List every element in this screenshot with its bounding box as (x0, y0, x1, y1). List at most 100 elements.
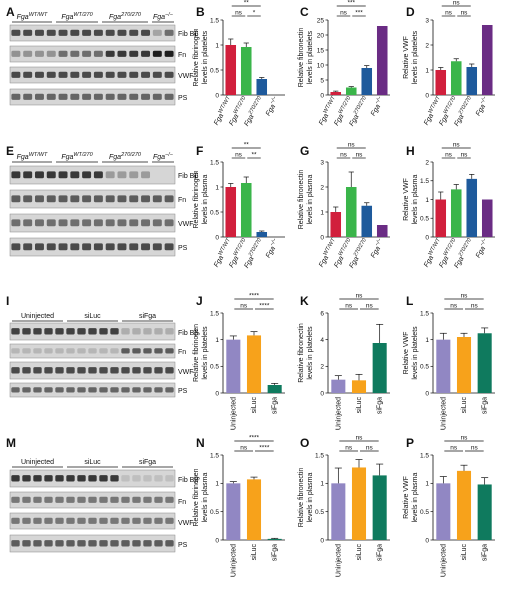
blot-band (129, 171, 139, 179)
blot-band (132, 387, 141, 393)
blot-band (82, 171, 92, 179)
bar (456, 337, 472, 393)
blot-strip (9, 213, 176, 233)
genotype-header-e: FgaWT/WT FgaWT/270 Fga270/270 Fga−/− (12, 152, 174, 163)
chart-k: 0 2 4 6 Relative fibronectin levels in platel… (298, 293, 390, 430)
y-tick-label: 25 (317, 17, 325, 24)
y-axis-label: levels in plasma (412, 174, 419, 224)
blot-m-fn (9, 491, 176, 509)
y-tick-label: 0.5 (315, 509, 324, 516)
blot-band (165, 475, 174, 482)
group-header-i: Uninjected siLuc siFga (12, 313, 173, 322)
blot-i-fib (9, 322, 176, 341)
blot-band (33, 517, 42, 524)
y-tick-label: 3 (425, 17, 429, 24)
y-tick-label: 0 (425, 234, 429, 241)
y-tick-label: 1 (215, 42, 219, 49)
bar (246, 479, 262, 540)
blot-band (44, 387, 53, 393)
blot-band (132, 348, 141, 354)
blot-band (82, 71, 92, 78)
blot-band (121, 328, 130, 335)
blot-strip (9, 66, 176, 84)
blot-band (44, 348, 53, 354)
blot-band (165, 348, 174, 354)
bar (256, 232, 268, 237)
y-axis-label: Relative fibronectin (298, 468, 305, 528)
blot-band (11, 93, 21, 100)
blot-band (121, 496, 130, 503)
chart-c: 0 5 10 15 20 25 Relative fibronectin levels in … (298, 0, 390, 128)
bar (246, 335, 262, 393)
blot-band (110, 348, 119, 354)
blot-band (55, 348, 64, 354)
blot-band (44, 517, 53, 524)
x-tick-label: Fga−/− (263, 95, 281, 118)
bar (481, 25, 493, 95)
chart-l: 0 0.5 1 1.5 Relative VWF levels in platelets U… (403, 293, 495, 430)
blot-label-fn: Fn (178, 499, 186, 506)
blot-band (99, 348, 108, 354)
sig-label: ns (340, 10, 348, 17)
bar (351, 467, 367, 540)
blot-band (88, 496, 97, 503)
blot-band (46, 93, 56, 100)
blot-band (129, 219, 139, 227)
y-tick-label: 1 (425, 337, 429, 344)
y-tick-label: 1.5 (210, 159, 219, 166)
chart-p: 0 0.5 1 1.5 Relative VWF levels in plasma Unin… (403, 435, 495, 577)
bar (330, 212, 342, 237)
blot-i-ps (9, 382, 176, 398)
blot-band (33, 348, 42, 354)
sig-label: * (253, 10, 256, 17)
blot-band (129, 50, 139, 57)
blot-band (165, 328, 174, 335)
y-tick-label: 1.5 (210, 452, 219, 459)
bar (226, 339, 241, 393)
blot-band (143, 496, 152, 503)
blot-band (11, 387, 20, 393)
blot-band (11, 243, 21, 251)
blot-band (129, 195, 139, 203)
sig-label: ns (235, 152, 243, 159)
blot-band (121, 540, 130, 547)
sig-label: **** (249, 293, 260, 300)
blot-band (154, 496, 163, 503)
y-tick-label: 2 (320, 364, 324, 371)
x-tick-label: Uninjected (440, 544, 447, 577)
blot-band (70, 243, 80, 251)
blot-band (33, 540, 42, 547)
genotype-header-a: FgaWT/WT FgaWT/270 Fga270/270 Fga−/− (12, 12, 174, 23)
blot-band (110, 540, 119, 547)
blot-band (99, 517, 108, 524)
bar (225, 187, 237, 237)
blot-band (105, 243, 115, 251)
y-tick-label: 0.5 (420, 216, 429, 223)
sig-label: ** (244, 142, 250, 149)
y-axis-label: Relative fibrinogen (193, 468, 200, 526)
chart-j: 0 0.5 1 1.5 Relative fibrinogen levels in pla… (193, 293, 285, 430)
y-axis-label: Relative VWF (403, 476, 410, 519)
y-axis-label: Relative fibrinogen (193, 28, 200, 86)
blot-band (164, 243, 174, 251)
group-label: siLuc (84, 459, 101, 466)
blot-band (93, 29, 103, 36)
y-axis-label: Relative fibrinogen (193, 324, 200, 382)
y-tick-label: 1.5 (210, 310, 219, 317)
blot-band (93, 219, 103, 227)
blot-band (11, 29, 21, 36)
blot-band (11, 328, 20, 335)
blot-strip (9, 165, 176, 185)
blot-band (70, 195, 80, 203)
blot-band (55, 517, 64, 524)
y-tick-label: 0 (425, 92, 429, 99)
blot-band (117, 29, 127, 36)
blot-e-fib (9, 165, 176, 185)
blot-label-fn: Fn (178, 52, 186, 59)
chart-o: 0 0.5 1 1.5 Relative fibronectin levels in pl… (298, 435, 390, 577)
blot-band (77, 367, 86, 374)
blot-band (117, 93, 127, 100)
blot-band (121, 367, 130, 374)
blot-band (121, 348, 130, 354)
blot-label-fn: Fn (178, 197, 186, 204)
